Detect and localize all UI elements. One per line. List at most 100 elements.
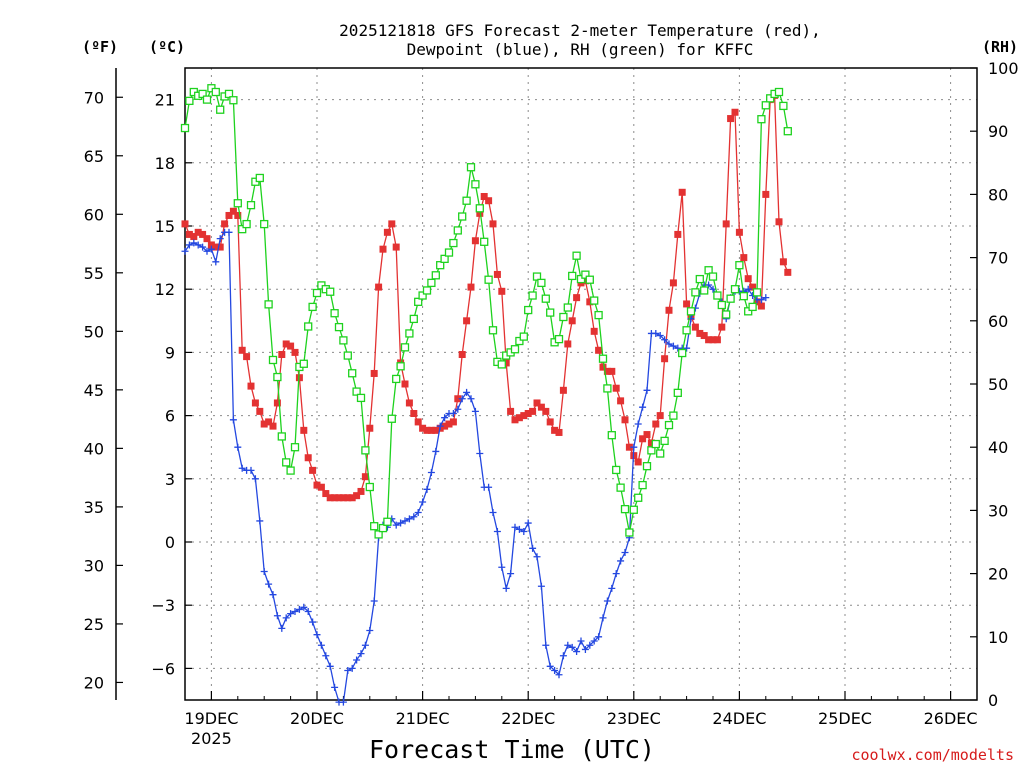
dewpoint-point xyxy=(520,527,528,535)
rh-point xyxy=(484,275,493,284)
rh-point xyxy=(524,305,533,315)
temperature-point xyxy=(757,302,765,310)
rh-point xyxy=(620,504,630,514)
temperature-point xyxy=(463,317,471,325)
rh-tick-label: 60 xyxy=(988,312,1008,331)
temperature-point xyxy=(331,494,339,502)
temperature-point xyxy=(564,340,572,348)
temperature-point xyxy=(661,355,669,363)
dewpoint-point xyxy=(366,626,374,634)
dewpoint-point xyxy=(260,567,268,575)
temperature-point xyxy=(621,416,629,424)
temperature-point xyxy=(427,426,435,434)
temperature-point xyxy=(243,353,251,361)
rh-point xyxy=(519,332,528,341)
rh-tick-label: 100 xyxy=(988,59,1019,78)
temperature-point xyxy=(617,397,625,405)
rh-point xyxy=(634,493,643,502)
rh-point xyxy=(752,288,762,297)
dewpoint-point xyxy=(326,662,334,670)
rh-point xyxy=(400,343,410,352)
fahrenheit-tick-label: 65 xyxy=(84,147,104,166)
temperature-point xyxy=(185,230,193,238)
dewpoint-point xyxy=(344,667,352,675)
dewpoint-point xyxy=(331,683,339,691)
temperature-point xyxy=(784,268,792,276)
dewpoint-point xyxy=(199,243,207,251)
temperature-point xyxy=(573,294,581,302)
dewpoint-point xyxy=(630,443,638,451)
rh-point xyxy=(233,199,242,208)
temperature-point xyxy=(581,277,589,285)
temperature-point xyxy=(194,228,202,236)
rh-point xyxy=(462,196,471,205)
rh-point xyxy=(730,285,740,294)
fahrenheit-tick-label: 25 xyxy=(84,615,104,634)
rh-point xyxy=(713,291,722,300)
rh-point xyxy=(774,87,784,97)
rh-point xyxy=(418,291,427,300)
fahrenheit-tick-label: 30 xyxy=(84,556,104,575)
temperature-point xyxy=(586,298,594,306)
dewpoint-point xyxy=(397,519,405,527)
temperature-point xyxy=(674,230,682,238)
dewpoint-point xyxy=(603,597,611,605)
dewpoint-point xyxy=(643,386,651,394)
celsius-tick-label: −3 xyxy=(151,596,175,615)
temperature-point xyxy=(326,494,334,502)
dewpoint-point xyxy=(498,563,506,571)
dewpoint-point xyxy=(207,245,215,253)
rh-point xyxy=(581,270,590,279)
temperature-point xyxy=(775,218,783,226)
temperature-point xyxy=(181,220,189,228)
temperature-point xyxy=(392,243,400,251)
rh-point xyxy=(343,351,352,360)
fahrenheit-axis: 20 25 30 35 40 45 50 55 60 65 70 xyxy=(84,88,123,692)
dewpoint-point xyxy=(414,509,422,517)
rh-point xyxy=(422,286,432,295)
fahrenheit-tick-label: 40 xyxy=(84,439,104,458)
temperature-point xyxy=(700,332,708,340)
dewpoint-point xyxy=(203,247,211,255)
rh-point xyxy=(656,449,665,458)
rh-point xyxy=(436,261,445,270)
temperature-point xyxy=(652,420,660,428)
rh-point xyxy=(739,292,748,301)
dewpoint-point xyxy=(287,610,295,618)
dewpoint-point xyxy=(251,475,259,483)
rh-point xyxy=(682,326,691,335)
temperature-point xyxy=(555,428,563,436)
dewpoint-point xyxy=(291,608,299,616)
dewpoint-point xyxy=(551,667,559,675)
dewpoint-point xyxy=(269,591,277,599)
dewpoint-point xyxy=(762,294,770,302)
rh-point xyxy=(480,237,489,246)
dewpoint-point xyxy=(427,468,435,476)
time-tick-label: 20DEC xyxy=(290,709,344,728)
rh-point xyxy=(374,530,383,539)
rh-point xyxy=(392,374,401,384)
rh-point xyxy=(585,275,594,284)
temperature-point xyxy=(546,418,554,426)
dewpoint-point xyxy=(181,247,189,255)
temperature-point xyxy=(379,245,387,253)
time-tick-label: 19DEC xyxy=(184,709,238,728)
dewpoint-point xyxy=(454,405,462,413)
dewpoint-point xyxy=(524,519,532,527)
temperature-point xyxy=(568,317,576,325)
rh-point xyxy=(497,360,506,369)
rh-point xyxy=(378,523,388,533)
temperature-point xyxy=(344,494,352,502)
rh-point xyxy=(290,443,300,452)
rh-point xyxy=(282,458,291,467)
rh-point xyxy=(202,95,212,104)
temperature-point xyxy=(489,220,497,228)
rh-point xyxy=(471,180,480,189)
dewpoint-point xyxy=(595,633,603,641)
temperature-point xyxy=(221,220,229,228)
celsius-tick-label: −6 xyxy=(151,659,175,678)
temperature-point xyxy=(207,241,215,249)
celsius-tick-label: 15 xyxy=(155,217,175,236)
temperature-point xyxy=(309,466,317,474)
